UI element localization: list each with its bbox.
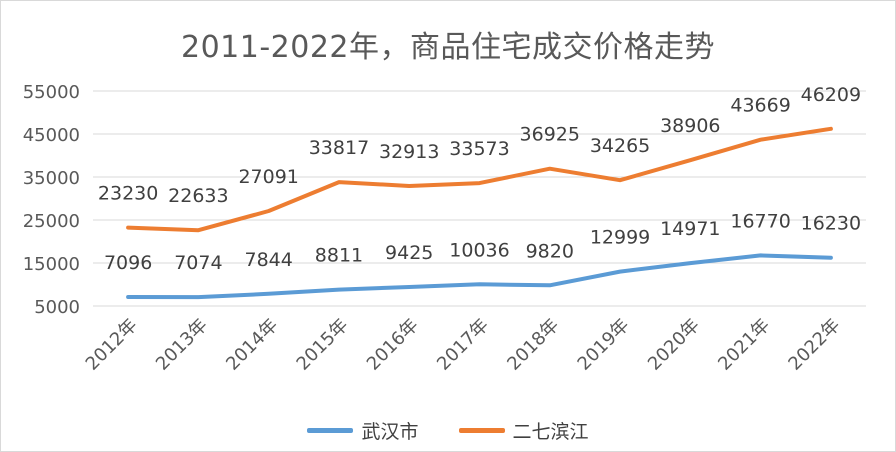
legend-label-erqibinjiang: 二七滨江 — [512, 421, 589, 443]
chart-title: 2011-2022年，商品住宅成交价格走势 — [180, 30, 716, 65]
x-tick-label: 2019年 — [574, 315, 634, 375]
data-label: 7844 — [245, 249, 293, 271]
y-tick-label: 45000 — [23, 125, 80, 146]
y-tick-label: 15000 — [23, 254, 80, 275]
data-label: 34265 — [590, 135, 650, 157]
data-label: 23230 — [98, 183, 158, 205]
data-label: 46209 — [801, 84, 861, 106]
x-tick-label: 2013年 — [152, 315, 212, 375]
data-label: 12999 — [590, 227, 650, 249]
x-tick-label: 2018年 — [503, 315, 563, 375]
y-tick-label: 5000 — [34, 297, 80, 318]
legend: 武汉市 二七滨江 — [0, 417, 896, 444]
data-label: 7074 — [174, 252, 222, 274]
series-line-1 — [126, 126, 833, 233]
data-label: 16770 — [730, 210, 790, 232]
data-label: 14971 — [660, 218, 720, 240]
data-label: 16230 — [801, 213, 861, 235]
x-tick-label: 2015年 — [293, 315, 353, 375]
data-label: 9820 — [526, 240, 574, 262]
x-tick-label: 2020年 — [644, 315, 704, 375]
data-label: 7096 — [104, 252, 152, 274]
y-tick-label: 55000 — [23, 82, 80, 103]
data-label: 43669 — [730, 95, 790, 117]
legend-swatch-wuhan — [307, 428, 354, 433]
x-tick-label: 2022年 — [784, 315, 844, 375]
data-label: 33573 — [449, 138, 509, 160]
data-label: 27091 — [238, 166, 298, 188]
data-label: 38906 — [660, 115, 720, 137]
legend-item-erqibinjiang: 二七滨江 — [458, 417, 589, 444]
x-tick-label: 2017年 — [433, 315, 493, 375]
data-label: 9425 — [385, 242, 433, 264]
legend-swatch-erqibinjiang — [458, 428, 505, 433]
x-tick-label: 2012年 — [82, 315, 142, 375]
data-label: 22633 — [168, 185, 228, 207]
x-tick-label: 2016年 — [363, 315, 423, 375]
x-tick-label: 2014年 — [222, 315, 282, 375]
series-line-0 — [126, 253, 833, 300]
legend-item-wuhan: 武汉市 — [307, 417, 419, 444]
data-label: 36925 — [520, 124, 580, 146]
data-label: 32913 — [379, 141, 439, 163]
data-label: 10036 — [449, 239, 509, 261]
data-label: 8811 — [315, 245, 363, 267]
y-tick-label: 25000 — [23, 211, 80, 232]
data-label: 33817 — [309, 137, 369, 159]
y-tick-label: 35000 — [23, 168, 80, 189]
legend-label-wuhan: 武汉市 — [361, 421, 419, 443]
x-tick-label: 2021年 — [714, 315, 774, 375]
